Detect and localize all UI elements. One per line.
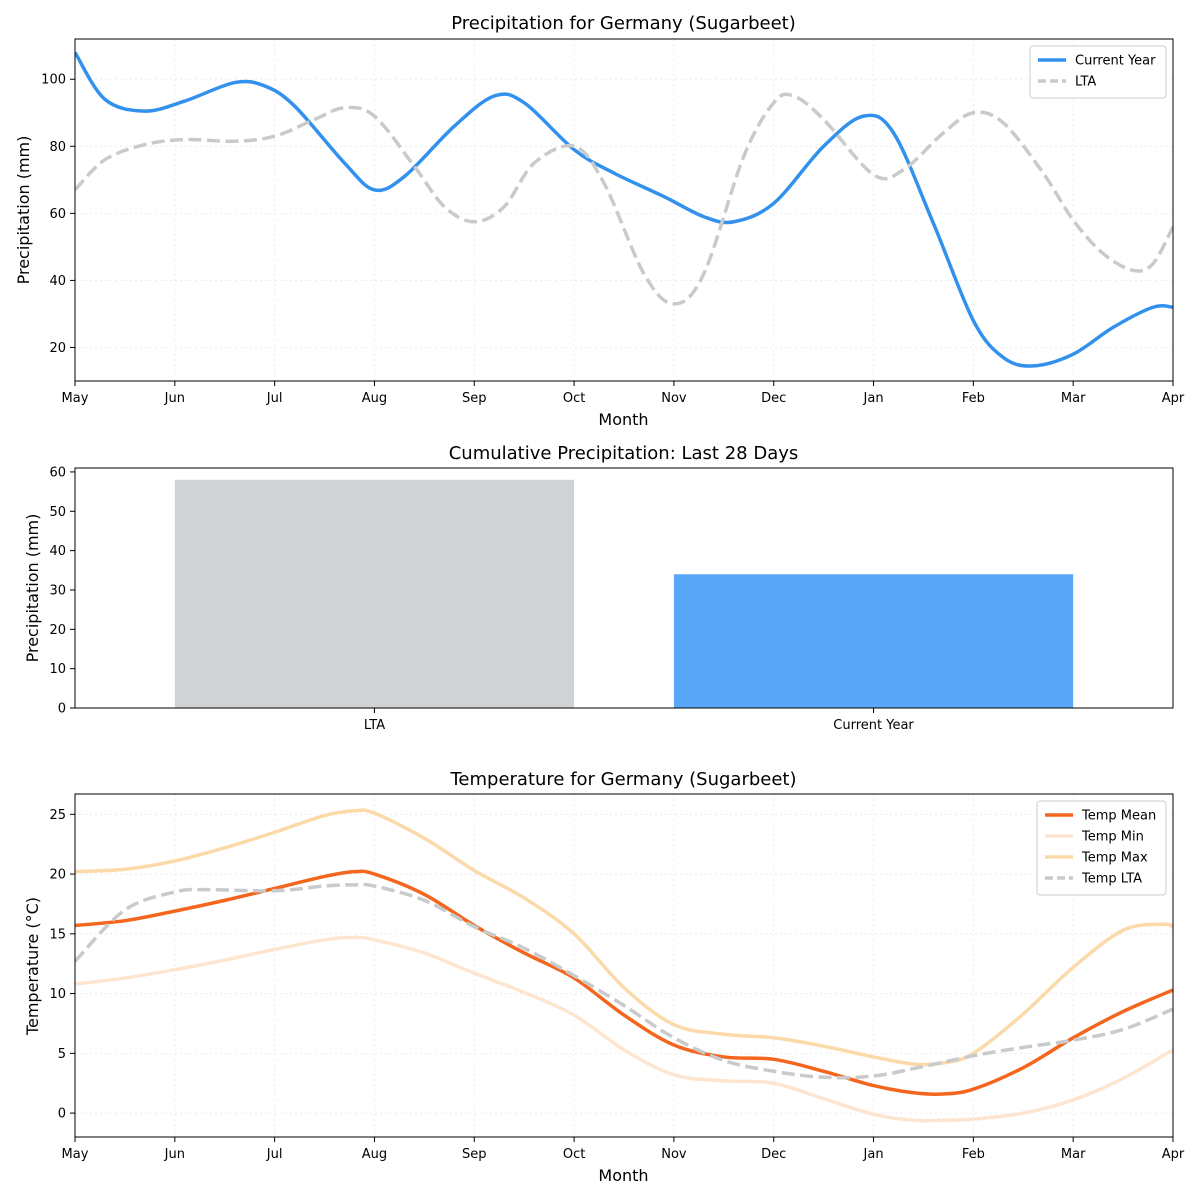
x-tick-label-jul: Jul <box>266 1147 283 1162</box>
y-tick-label: 100 <box>41 73 66 88</box>
x-tick-label-feb: Feb <box>962 391 985 406</box>
x-tick-label-jan: Jan <box>863 1147 884 1162</box>
y-tick-label: 20 <box>49 341 66 356</box>
precipitation-plot-frame <box>74 38 1174 382</box>
x-tick-label-current-year: Current Year <box>833 718 914 733</box>
temperature-chart-title: Temperature for Germany (Sugarbeet) <box>449 769 796 790</box>
x-tick-label-sep: Sep <box>462 391 487 406</box>
cumulative-plot-frame <box>74 467 1174 709</box>
y-tick-label: 15 <box>49 927 66 942</box>
bar-current-year <box>673 574 1074 708</box>
precipitation-line-panel: Precipitation for Germany (Sugarbeet) Ma… <box>14 13 1185 429</box>
y-tick-label: 0 <box>58 1107 66 1122</box>
x-tick-label-aug: Aug <box>362 1147 387 1162</box>
legend-label-temp-mean: Temp Mean <box>1081 809 1156 824</box>
x-tick-label-dec: Dec <box>761 1147 786 1162</box>
precipitation-chart-title: Precipitation for Germany (Sugarbeet) <box>451 13 796 34</box>
x-tick-label-apr: Apr <box>1162 1147 1185 1162</box>
cumulative-y-axis-label: Precipitation (mm) <box>23 514 42 663</box>
x-tick-label-feb: Feb <box>962 1147 985 1162</box>
y-tick-label: 5 <box>58 1047 66 1062</box>
y-tick-label: 50 <box>49 505 66 520</box>
series-line-temp-max <box>75 808 1173 1067</box>
x-tick-label-jun: Jun <box>164 391 185 406</box>
temperature-plot-frame <box>74 793 1174 1138</box>
x-tick-label-mar: Mar <box>1061 1147 1086 1162</box>
x-tick-label-oct: Oct <box>563 391 585 406</box>
legend-box <box>1036 800 1167 896</box>
legend-label-temp-lta: Temp LTA <box>1081 872 1142 887</box>
y-tick-label: 60 <box>49 207 66 222</box>
series-line-current-year <box>75 51 1173 368</box>
temperature-y-axis-label: Temperature (°C) <box>23 897 42 1036</box>
x-tick-label-apr: Apr <box>1162 391 1185 406</box>
y-tick-label: 0 <box>58 702 66 717</box>
x-tick-label-jan: Jan <box>863 391 884 406</box>
cumulative-chart-title: Cumulative Precipitation: Last 28 Days <box>449 443 799 464</box>
series-line-lta <box>75 92 1173 306</box>
y-tick-label: 10 <box>49 662 66 677</box>
series-line-temp-mean <box>75 869 1173 1096</box>
legend-label-temp-min: Temp Min <box>1081 830 1144 845</box>
cumulative-bar-panel: Cumulative Precipitation: Last 28 Days L… <box>23 443 1174 733</box>
precipitation-x-axis-label: Month <box>598 410 648 429</box>
temperature-line-panel: Temperature for Germany (Sugarbeet) May J… <box>23 769 1185 1185</box>
y-tick-label: 40 <box>49 274 66 289</box>
x-tick-label-jul: Jul <box>266 391 283 406</box>
x-tick-label-nov: Nov <box>661 391 687 406</box>
y-tick-label: 60 <box>49 465 66 480</box>
y-tick-label: 20 <box>49 623 66 638</box>
y-tick-label: 20 <box>49 868 66 883</box>
legend-label-temp-max: Temp Max <box>1081 851 1148 866</box>
x-tick-label-may: May <box>62 391 89 406</box>
y-tick-label: 30 <box>49 583 66 598</box>
x-tick-label-nov: Nov <box>661 1147 687 1162</box>
y-tick-label: 40 <box>49 544 66 559</box>
x-tick-label-may: May <box>62 1147 89 1162</box>
series-line-temp-min <box>75 935 1173 1123</box>
temperature-x-axis-label: Month <box>598 1166 648 1185</box>
x-tick-label-dec: Dec <box>761 391 786 406</box>
precipitation-legend: Current Year LTA <box>1029 45 1167 99</box>
temperature-legend: Temp Mean Temp Min Temp Max Temp LTA <box>1036 800 1167 896</box>
legend-label-current-year: Current Year <box>1075 54 1156 69</box>
series-line-temp-lta <box>75 882 1173 1080</box>
x-tick-label-mar: Mar <box>1061 391 1086 406</box>
y-tick-label: 10 <box>49 987 66 1002</box>
legend-label-lta: LTA <box>1075 75 1096 90</box>
y-tick-label: 25 <box>49 808 66 823</box>
bar-lta <box>174 479 575 708</box>
x-tick-label-oct: Oct <box>563 1147 585 1162</box>
precipitation-y-axis-label: Precipitation (mm) <box>14 136 33 285</box>
x-tick-label-aug: Aug <box>362 391 387 406</box>
x-tick-label-sep: Sep <box>462 1147 487 1162</box>
y-tick-label: 80 <box>49 140 66 155</box>
x-tick-label-jun: Jun <box>164 1147 185 1162</box>
x-tick-label-lta: LTA <box>364 718 385 733</box>
